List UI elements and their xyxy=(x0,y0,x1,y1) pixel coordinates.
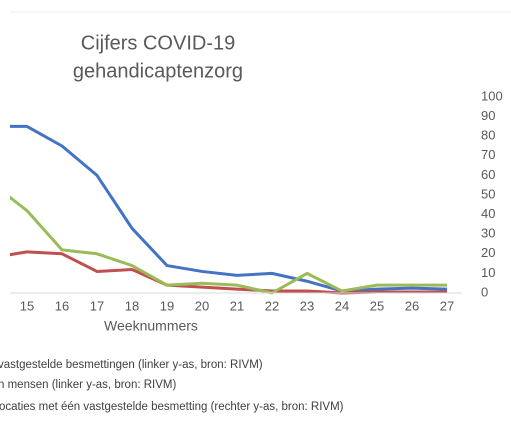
x-tick-label: 15 xyxy=(20,298,34,313)
x-tick-label: 21 xyxy=(230,298,244,313)
y-tick-label: 60 xyxy=(481,167,495,182)
x-tick-label: 16 xyxy=(55,298,69,313)
y-tick-label: 10 xyxy=(481,265,495,280)
x-tick-label: 27 xyxy=(440,298,454,313)
x-tick-label: 17 xyxy=(90,298,104,313)
x-tick-label: 18 xyxy=(125,298,139,313)
x-tick-label: 25 xyxy=(370,298,384,313)
x-tick-label: 22 xyxy=(265,298,279,313)
x-tick-label: 19 xyxy=(160,298,174,313)
y-tick-label: 30 xyxy=(481,226,495,241)
y-tick-label: 90 xyxy=(481,108,495,123)
x-tick-label: 26 xyxy=(405,298,419,313)
legend-label: ocaties met één vastgestelde besmetting … xyxy=(0,401,344,413)
series-line xyxy=(10,124,448,293)
y-tick-label: 80 xyxy=(481,128,495,143)
series-line xyxy=(10,250,447,295)
x-tick-label: 24 xyxy=(335,298,349,313)
y-tick-label: 70 xyxy=(481,147,495,162)
y-tick-label: 40 xyxy=(481,206,495,221)
y-tick-label: 20 xyxy=(481,245,495,260)
legend-label: n mensen (linker y-as, bron: RIVM) xyxy=(0,379,176,391)
y-tick-label: 50 xyxy=(481,186,495,201)
legend-label: vastgestelde besmettingen (linker y-as, … xyxy=(0,359,263,371)
x-tick-label: 23 xyxy=(300,298,314,313)
series-line xyxy=(10,195,447,295)
y-tick-label: 0 xyxy=(481,284,488,299)
x-axis-label: Weeknummers xyxy=(104,318,198,334)
y-tick-label: 100 xyxy=(481,88,503,103)
plot-area xyxy=(10,124,448,295)
chart-title: gehandicaptenzorg xyxy=(73,60,243,82)
chart-title: Cijfers COVID-19 xyxy=(81,32,235,54)
x-tick-label: 20 xyxy=(195,298,209,313)
